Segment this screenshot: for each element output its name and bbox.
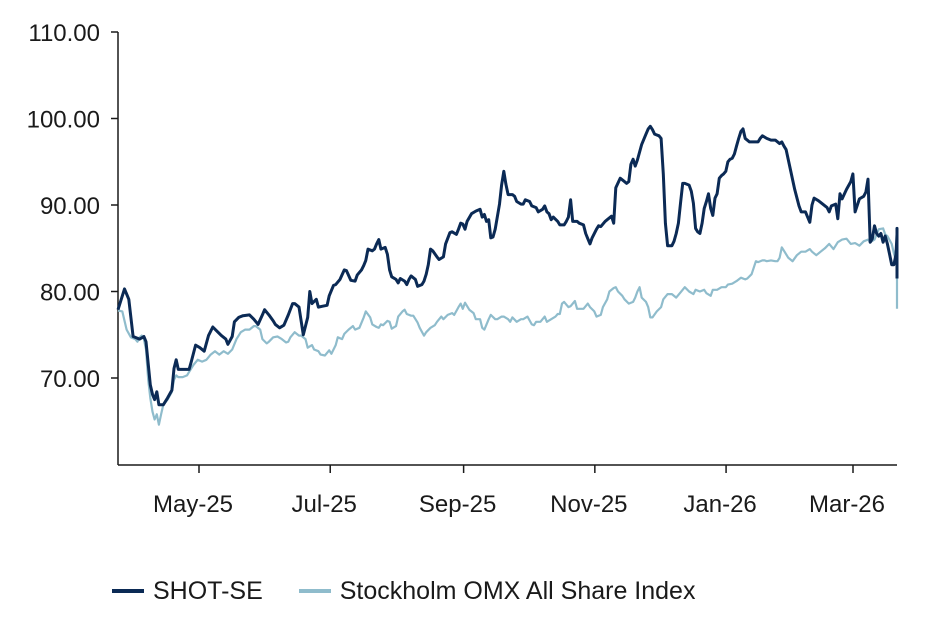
x-tick-label: Jan-26 <box>683 491 756 518</box>
x-tick-label: May-25 <box>153 491 233 518</box>
legend-item-shot-se: SHOT-SE <box>112 577 263 606</box>
y-tick-label: 110.00 <box>28 20 100 47</box>
series-lines <box>116 124 899 426</box>
y-tick-label: 70.00 <box>40 366 100 393</box>
legend-item-omx: Stockholm OMX All Share Index <box>298 576 696 606</box>
legend-swatch-shot-se <box>112 589 144 593</box>
series-line-omx <box>117 227 899 426</box>
legend-label-shot-se: SHOT-SE <box>153 576 263 605</box>
x-tick-label: Jul-25 <box>292 491 357 518</box>
legend: SHOT-SE Stockholm OMX All Share Index <box>112 574 705 608</box>
series-line-shot-se <box>116 124 899 407</box>
x-ticks: May-25 Jul-25 Sep-25 Nov-25 Jan-26 Mar-2… <box>153 465 885 518</box>
y-tick-label: 80.00 <box>40 280 100 307</box>
legend-label-omx: Stockholm OMX All Share Index <box>339 576 696 605</box>
y-tick-label: 90.00 <box>40 193 100 220</box>
legend-swatch-omx <box>298 589 331 593</box>
x-tick-label: Sep-25 <box>419 491 496 518</box>
x-tick-label: Nov-25 <box>550 491 627 518</box>
y-tick-label: 100.00 <box>27 107 100 134</box>
x-tick-label: Mar-26 <box>809 491 885 518</box>
y-ticks: 110.00 100.00 90.00 80.00 70.00 <box>27 20 118 393</box>
